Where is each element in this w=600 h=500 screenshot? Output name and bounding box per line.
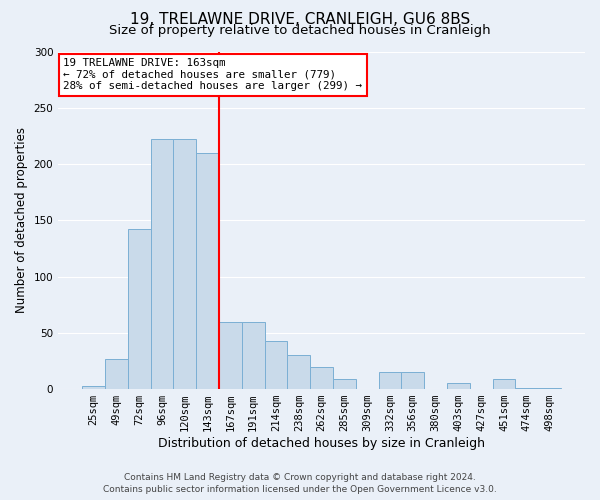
X-axis label: Distribution of detached houses by size in Cranleigh: Distribution of detached houses by size … bbox=[158, 437, 485, 450]
Bar bbox=[447, 384, 470, 389]
Text: 19, TRELAWNE DRIVE, CRANLEIGH, GU6 8BS: 19, TRELAWNE DRIVE, CRANLEIGH, GU6 8BS bbox=[130, 12, 470, 28]
Bar bbox=[287, 356, 310, 389]
Bar bbox=[128, 230, 151, 389]
Bar bbox=[151, 140, 173, 389]
Text: Contains HM Land Registry data © Crown copyright and database right 2024.
Contai: Contains HM Land Registry data © Crown c… bbox=[103, 472, 497, 494]
Bar bbox=[493, 379, 515, 389]
Bar bbox=[310, 366, 333, 389]
Bar bbox=[105, 358, 128, 389]
Bar bbox=[196, 153, 219, 389]
Text: 19 TRELAWNE DRIVE: 163sqm
← 72% of detached houses are smaller (779)
28% of semi: 19 TRELAWNE DRIVE: 163sqm ← 72% of detac… bbox=[64, 58, 362, 92]
Bar bbox=[333, 379, 356, 389]
Bar bbox=[265, 340, 287, 389]
Bar bbox=[538, 388, 561, 389]
Bar bbox=[515, 388, 538, 389]
Bar bbox=[82, 386, 105, 389]
Bar bbox=[242, 322, 265, 389]
Bar bbox=[219, 322, 242, 389]
Text: Size of property relative to detached houses in Cranleigh: Size of property relative to detached ho… bbox=[109, 24, 491, 37]
Bar bbox=[401, 372, 424, 389]
Bar bbox=[379, 372, 401, 389]
Y-axis label: Number of detached properties: Number of detached properties bbox=[15, 128, 28, 314]
Bar bbox=[173, 140, 196, 389]
